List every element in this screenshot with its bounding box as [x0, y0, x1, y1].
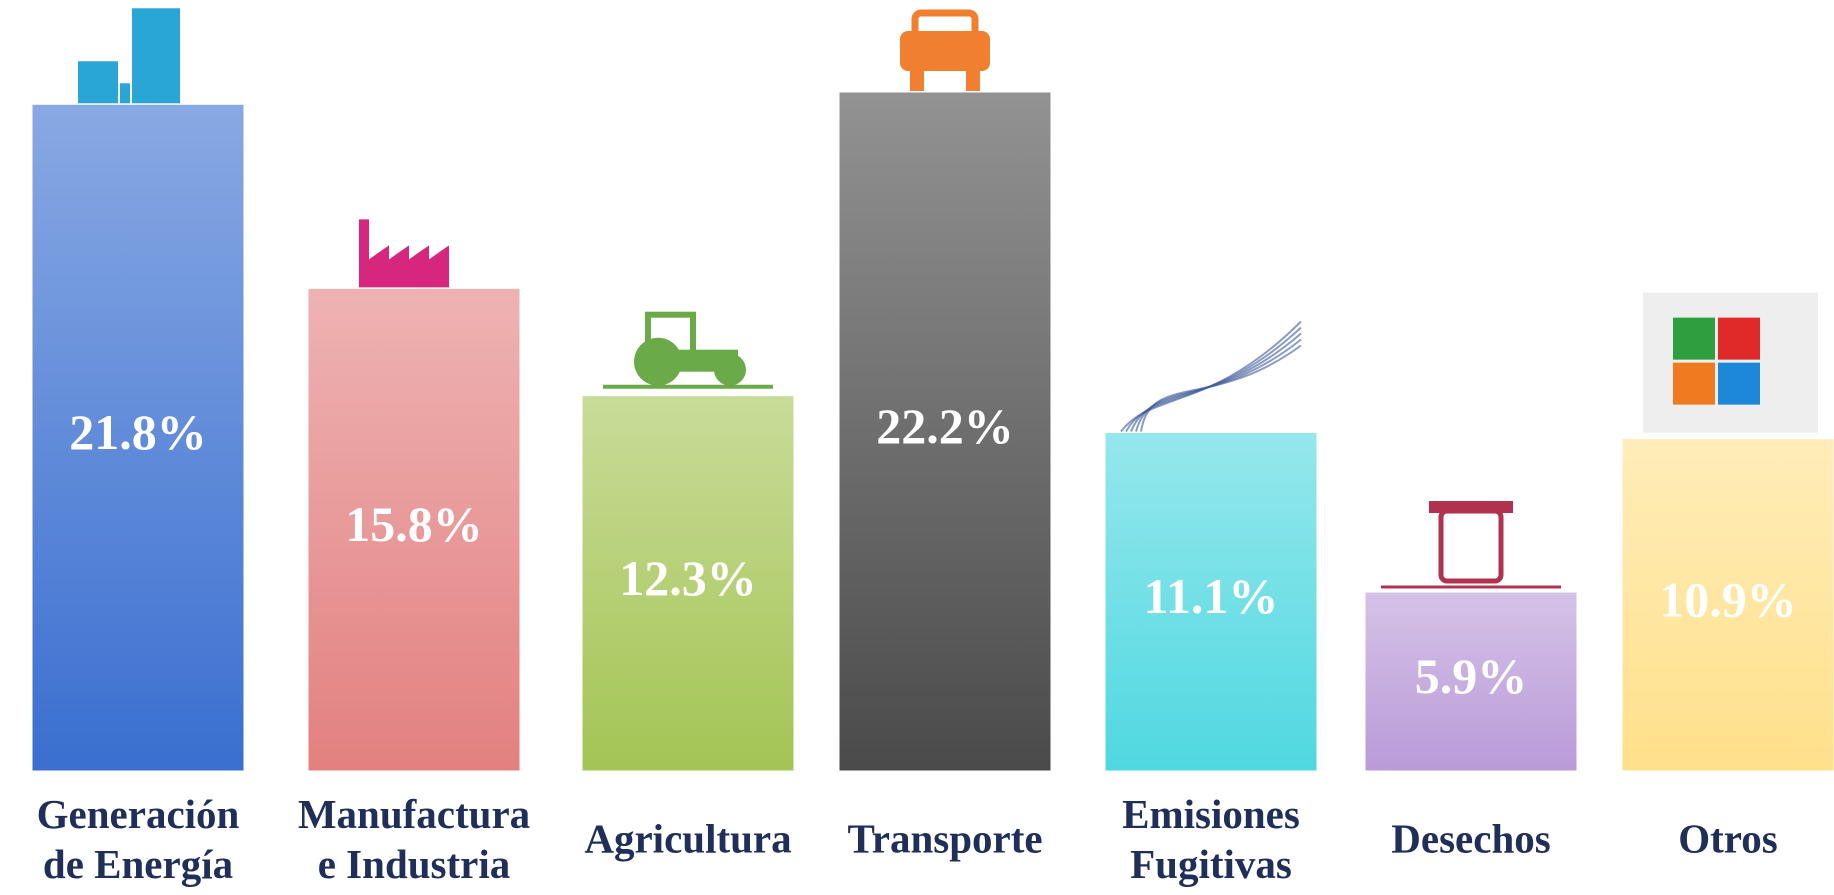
category-label: Emisiones Fugitivas [1122, 791, 1300, 887]
value-label: 15.8% [345, 496, 483, 552]
bar-icon [78, 8, 180, 104]
bar-icon [603, 311, 773, 389]
category-label: Transporte [847, 815, 1042, 861]
bar [29, 101, 247, 774]
value-label: 21.8% [69, 404, 207, 460]
category-label: Agricultura [584, 815, 791, 861]
bar [305, 285, 523, 774]
bar-icon [1120, 320, 1302, 433]
value-label: 12.3% [619, 550, 757, 606]
value-label: 5.9% [1415, 648, 1528, 704]
category-label: Desechos [1391, 815, 1550, 861]
bar-icon [1643, 292, 1818, 433]
value-label: 11.1% [1144, 568, 1279, 624]
category-label: Otros [1678, 815, 1777, 861]
category-label: Manufactura e Industria [298, 791, 530, 887]
bar [1102, 430, 1320, 774]
bar [1362, 589, 1580, 774]
value-label: 10.9% [1659, 571, 1797, 627]
category-label: Generación de Energía [37, 791, 240, 887]
bar [579, 393, 797, 774]
bar [836, 89, 1054, 774]
bar-icon [1381, 501, 1561, 589]
bar [1619, 436, 1834, 774]
bar-icon [900, 9, 990, 91]
bar-icon [359, 219, 449, 288]
value-label: 22.2% [876, 398, 1014, 454]
